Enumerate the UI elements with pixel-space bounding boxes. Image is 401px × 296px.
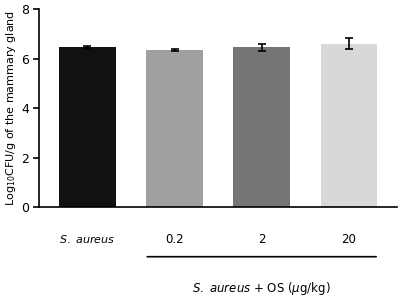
Y-axis label: Log$_{10}$CFU/g of the mammary gland: Log$_{10}$CFU/g of the mammary gland [4, 10, 18, 206]
Bar [146, 49, 203, 207]
Bar [59, 47, 115, 207]
Bar [233, 47, 290, 207]
Text: $S.\ aureus$: $S.\ aureus$ [59, 233, 115, 245]
Bar [320, 44, 377, 207]
Text: 2: 2 [258, 233, 265, 246]
Text: 0.2: 0.2 [165, 233, 184, 246]
Text: 20: 20 [341, 233, 356, 246]
Text: $S.\ aureus$ + OS ($\mu$g/kg): $S.\ aureus$ + OS ($\mu$g/kg) [192, 281, 331, 296]
